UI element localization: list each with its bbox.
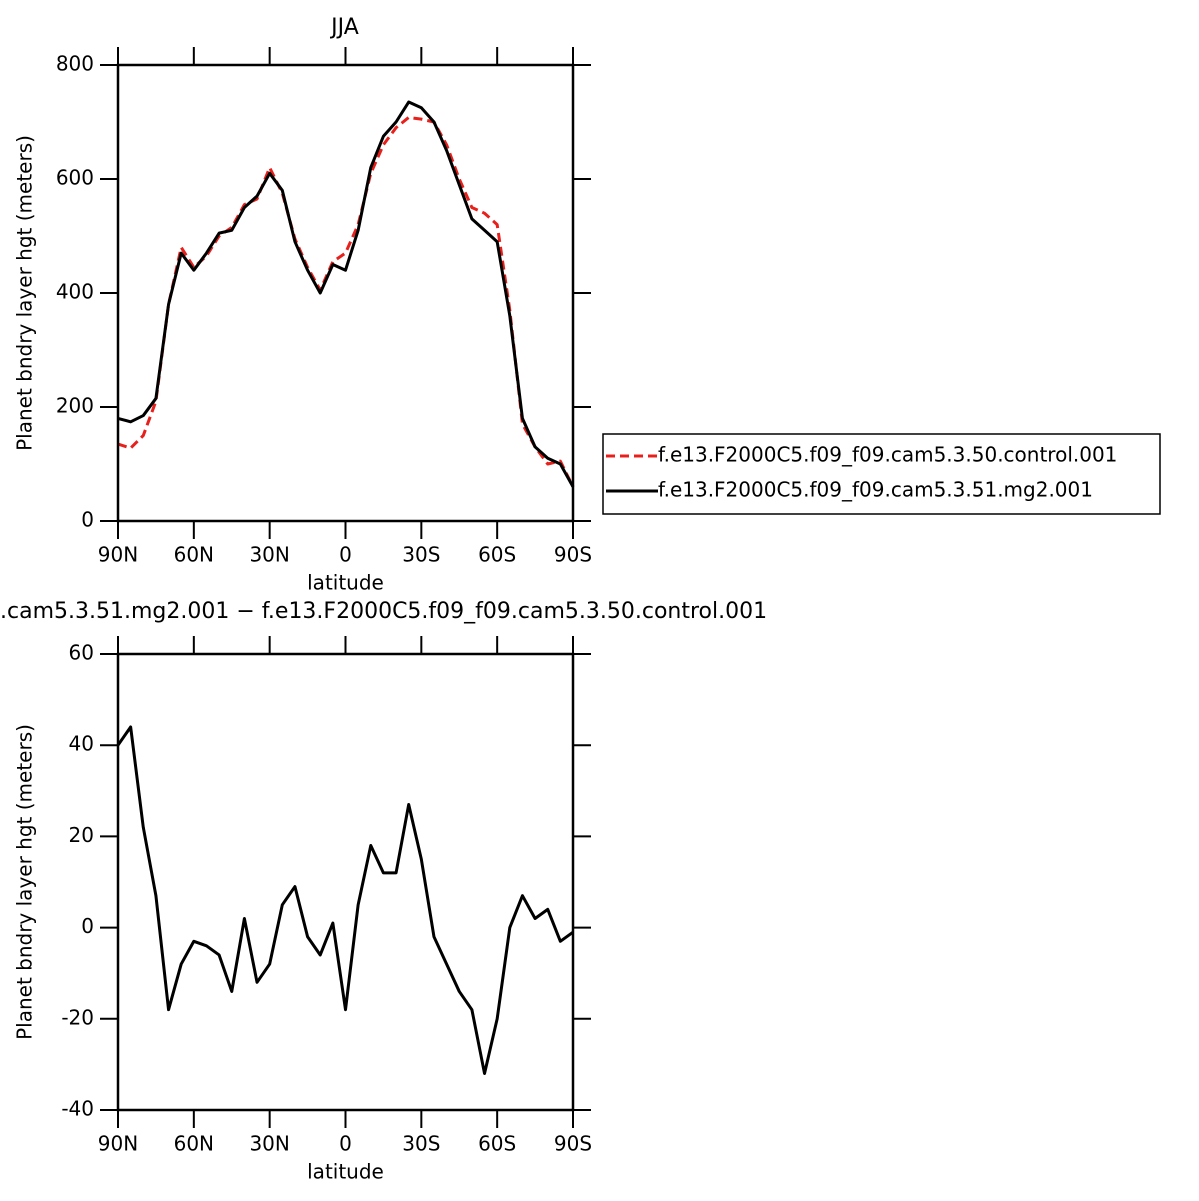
x-tick-label: 60S — [478, 543, 516, 567]
plot-frame — [116, 63, 575, 523]
legend-label: f.e13.F2000C5.f09_f09.cam5.3.50.control.… — [658, 443, 1117, 467]
x-tick-label: 90S — [554, 1132, 592, 1156]
x-tick-label: 90N — [98, 1132, 138, 1156]
data-line — [116, 725, 574, 1076]
legend-label: f.e13.F2000C5.f09_f09.cam5.3.51.mg2.001 — [658, 478, 1093, 502]
data-line — [117, 115, 575, 488]
y-tick-label: 600 — [56, 166, 94, 190]
y-tick-label: 0 — [81, 508, 94, 532]
y-tick-label: 20 — [69, 823, 94, 847]
x-tick-label: 30S — [402, 543, 440, 567]
y-tick-label: 40 — [69, 732, 94, 756]
plot-frame — [116, 652, 575, 1112]
y-axis-label: Planet bndry layer hgt (meters) — [13, 135, 37, 451]
x-tick-label: 90S — [554, 543, 592, 567]
y-tick-label: 0 — [81, 914, 94, 938]
y-tick-label: 200 — [56, 394, 94, 418]
y-tick-label: 800 — [56, 52, 94, 76]
data-line — [117, 100, 575, 488]
x-tick-label: 30N — [249, 543, 289, 567]
legend-box — [602, 433, 1161, 515]
chart-title: .cam5.3.51.mg2.001 − f.e13.F2000C5.f09_f… — [0, 599, 767, 624]
chart-title: JJA — [329, 15, 359, 40]
y-tick-label: -20 — [61, 1005, 94, 1029]
x-tick-label: 90N — [98, 543, 138, 567]
x-tick-label: 0 — [339, 543, 352, 567]
x-tick-label: 30S — [402, 1132, 440, 1156]
x-axis-label: latitude — [307, 571, 384, 595]
x-tick-label: 0 — [339, 1132, 352, 1156]
x-tick-label: 60S — [478, 1132, 516, 1156]
y-axis-label: Planet bndry layer hgt (meters) — [13, 724, 37, 1040]
y-tick-label: 400 — [56, 280, 94, 304]
x-tick-label: 60N — [174, 1132, 214, 1156]
x-tick-label: 30N — [249, 1132, 289, 1156]
x-axis-label: latitude — [307, 1160, 384, 1184]
y-tick-label: -40 — [61, 1097, 94, 1121]
y-tick-label: 60 — [69, 641, 94, 665]
x-tick-label: 60N — [174, 543, 214, 567]
